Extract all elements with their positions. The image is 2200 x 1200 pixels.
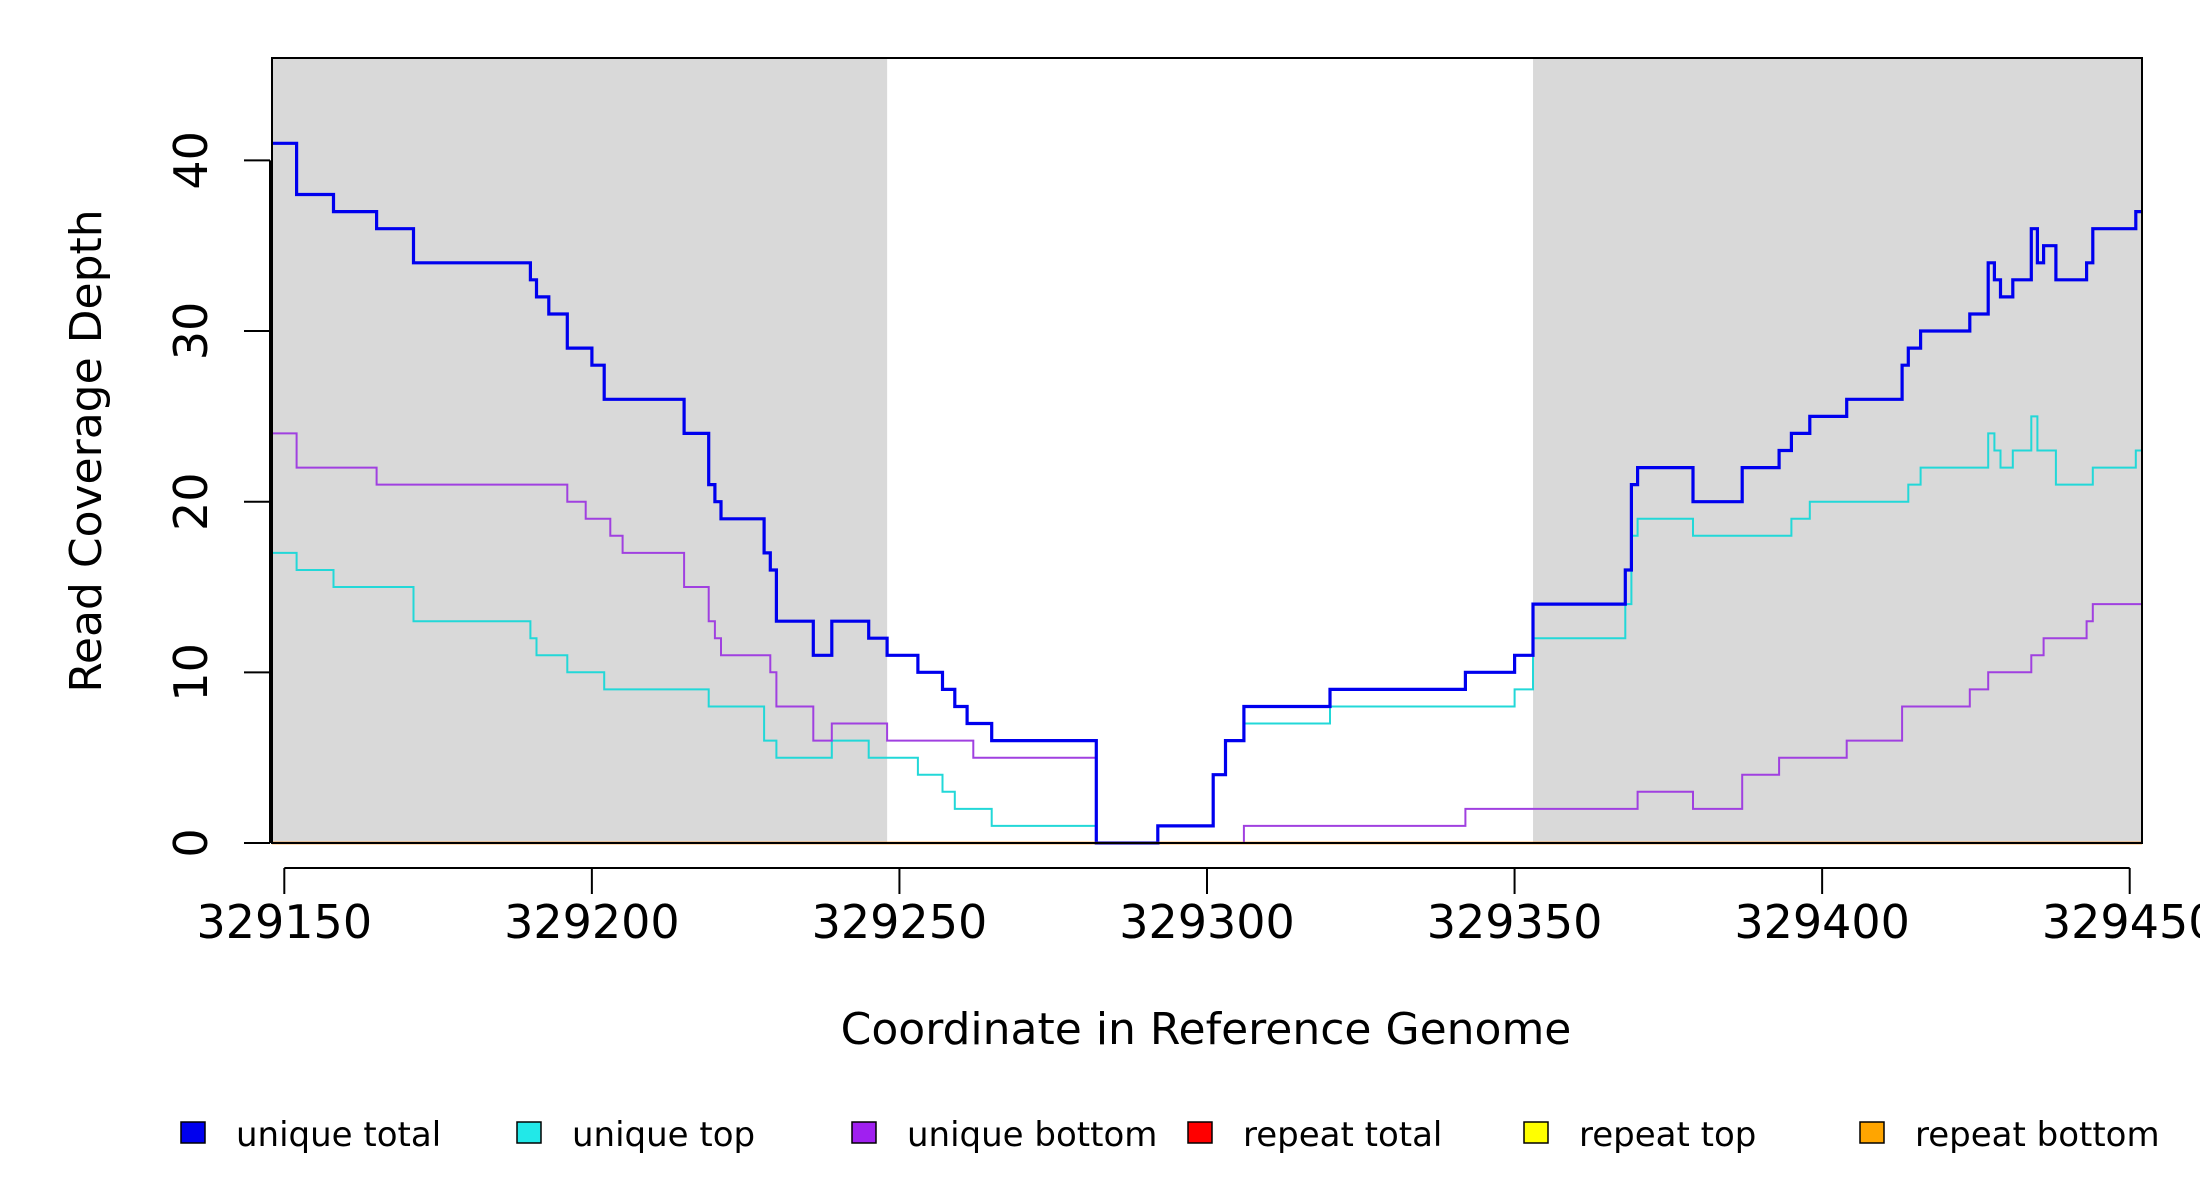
legend-item-unique-total: unique total [180, 1115, 441, 1155]
legend-label: repeat total [1243, 1115, 1442, 1155]
y-tick-label: 20 [164, 472, 218, 531]
y-tick-label: 30 [164, 302, 218, 361]
x-tick-label: 329300 [1119, 895, 1295, 949]
legend-label: unique total [236, 1115, 441, 1155]
y-tick-label: 40 [164, 131, 218, 190]
legend-swatch [516, 1121, 542, 1144]
x-tick-label: 329200 [504, 895, 680, 949]
shaded-region-1 [272, 58, 888, 843]
legend-swatch [1523, 1121, 1549, 1144]
x-tick-label: 329450 [2042, 895, 2200, 949]
legend-label: unique bottom [907, 1115, 1157, 1155]
legend-label: repeat top [1579, 1115, 1756, 1155]
x-tick-label: 329400 [1734, 895, 1910, 949]
legend-label: repeat bottom [1915, 1115, 2160, 1155]
legend-item-repeat-total: repeat total [1187, 1115, 1442, 1155]
shaded-regions [272, 58, 2142, 843]
legend-item-repeat-bottom: repeat bottom [1859, 1115, 2160, 1155]
legend-swatch [1859, 1121, 1885, 1144]
y-axis-title: Read Coverage Depth [61, 209, 112, 692]
x-axis-title: Coordinate in Reference Genome [841, 1004, 1572, 1055]
plot-frame [271, 57, 2143, 844]
legend: unique total unique top unique bottom repea… [180, 1115, 2160, 1155]
legend-item-unique-bottom: unique bottom [851, 1115, 1157, 1155]
legend-label: unique top [572, 1115, 755, 1155]
series-unique-total [272, 141, 2142, 845]
legend-swatch [851, 1121, 877, 1144]
x-tick-label: 329150 [196, 895, 372, 949]
legend-swatch [1187, 1121, 1213, 1144]
y-axis: 0 10 20 30 40 [164, 131, 271, 858]
x-axis: 329150 329200 329250 329300 329350 329400 3294… [196, 867, 2200, 949]
y-tick-label: 0 [164, 828, 218, 857]
x-tick-label: 329250 [812, 895, 988, 949]
legend-item-unique-top: unique top [516, 1115, 755, 1155]
y-tick-label: 10 [164, 643, 218, 702]
series-unique-bottom [272, 432, 2142, 844]
x-tick-label: 329350 [1427, 895, 1603, 949]
legend-item-repeat-top: repeat top [1523, 1115, 1756, 1155]
legend-swatch [180, 1121, 206, 1144]
